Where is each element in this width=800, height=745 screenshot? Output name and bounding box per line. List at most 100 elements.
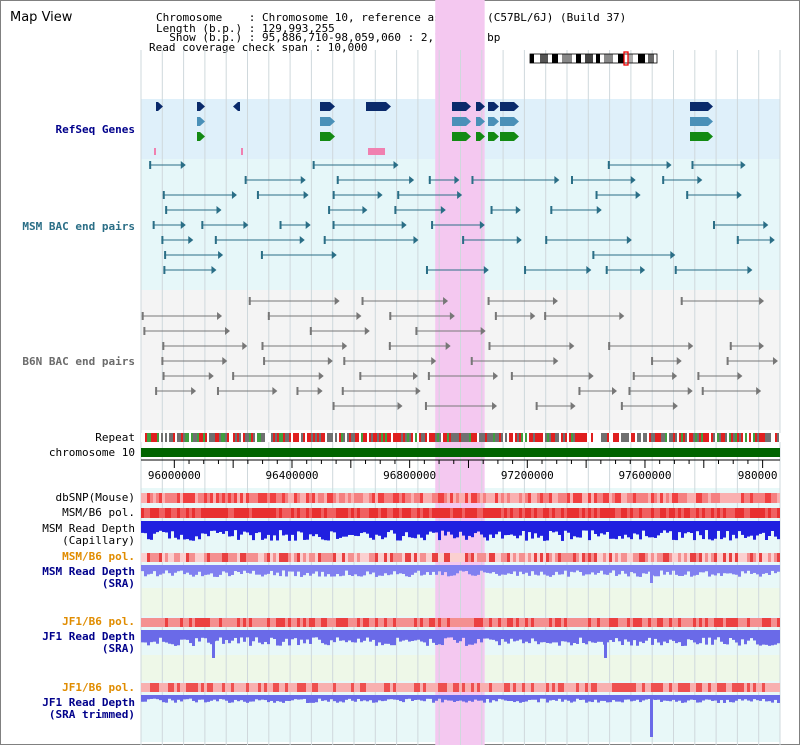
b6n-bac-pair-end-arrow[interactable] — [552, 297, 558, 305]
gene-body[interactable] — [452, 102, 466, 111]
b6n-bac-pair-end[interactable] — [632, 372, 635, 380]
gene-body[interactable] — [690, 132, 708, 141]
msm-bac-pair-end[interactable] — [674, 266, 677, 274]
msm-bac-pair-end-arrow[interactable] — [188, 236, 194, 244]
gene-feature[interactable] — [452, 117, 471, 126]
msm-bac-pair-end-arrow[interactable] — [640, 266, 646, 274]
gene-body[interactable] — [366, 102, 386, 111]
b6n-bac-pair-end[interactable] — [487, 297, 490, 305]
track-label-jf1-depth-trimmed[interactable]: JF1 Read Depth — [42, 696, 135, 709]
msm-bac-pair-end-arrow[interactable] — [736, 191, 742, 199]
msm-bac-pair-end[interactable] — [332, 221, 335, 229]
msm-bac-pair-end[interactable] — [201, 221, 204, 229]
msm-bac-pair-end-arrow[interactable] — [763, 221, 769, 229]
b6n-bac-pair-end-arrow[interactable] — [688, 342, 694, 350]
gene-body[interactable] — [320, 117, 330, 126]
b6n-bac-pair-end[interactable] — [697, 372, 700, 380]
b6n-bac-pair-end-arrow[interactable] — [431, 357, 437, 365]
b6n-bac-pair-end[interactable] — [544, 312, 547, 320]
b6n-bac-pair-end-arrow[interactable] — [672, 402, 678, 410]
gene-feature[interactable] — [488, 102, 499, 111]
b6n-bac-pair-end[interactable] — [388, 342, 391, 350]
msm-bac-pair-end-arrow[interactable] — [300, 176, 306, 184]
msm-bac-pair-end[interactable] — [462, 236, 465, 244]
msm-bac-pair-end-arrow[interactable] — [454, 176, 460, 184]
msm-bac-pair-end[interactable] — [256, 191, 259, 199]
msm-bac-pair-end[interactable] — [662, 176, 665, 184]
msm-bac-pair-end[interactable] — [164, 251, 167, 259]
b6n-bac-pair-end[interactable] — [680, 297, 683, 305]
b6n-bac-pair-end[interactable] — [161, 357, 164, 365]
b6n-bac-pair-end-arrow[interactable] — [413, 372, 419, 380]
b6n-bac-pair-end-arrow[interactable] — [480, 327, 486, 335]
msm-bac-pair-end-arrow[interactable] — [180, 161, 186, 169]
track-label-msm-bac[interactable]: MSM BAC end pairs — [22, 220, 135, 233]
msm-bac-pair-end[interactable] — [394, 206, 397, 214]
b6n-bac-pair-end-arrow[interactable] — [415, 387, 421, 395]
gene-feature[interactable] — [197, 132, 205, 141]
b6n-bac-pair-end-arrow[interactable] — [570, 402, 576, 410]
msm-bac-pair-end[interactable] — [686, 191, 689, 199]
track-label-msm-b6-pol[interactable]: MSM/B6 pol. — [62, 506, 135, 519]
msm-bac-pair-end-arrow[interactable] — [180, 221, 186, 229]
gene-body[interactable] — [452, 117, 466, 126]
b6n-bac-pair-end[interactable] — [162, 372, 165, 380]
gene-feature[interactable] — [197, 117, 205, 126]
msm-bac-pair-end[interactable] — [570, 176, 573, 184]
ideogram-position-marker[interactable] — [623, 51, 629, 66]
msm-bac-pair-end[interactable] — [149, 161, 152, 169]
b6n-bac-pair-end-arrow[interactable] — [327, 357, 333, 365]
b6n-bac-pair-end-arrow[interactable] — [208, 372, 214, 380]
track-label-refseq[interactable]: RefSeq Genes — [55, 123, 135, 136]
msm-bac-pair-end[interactable] — [592, 251, 595, 259]
gene-body[interactable] — [690, 102, 708, 111]
b6n-bac-pair-end[interactable] — [651, 357, 654, 365]
msm-bac-pair-end[interactable] — [312, 161, 315, 169]
msm-bac-pair-end-arrow[interactable] — [630, 176, 636, 184]
gene-feature[interactable] — [320, 102, 335, 111]
gene-body[interactable] — [197, 102, 200, 111]
msm-bac-pair-end[interactable] — [712, 221, 715, 229]
gene-body[interactable] — [452, 132, 466, 141]
gene-body[interactable] — [476, 132, 480, 141]
b6n-bac-pair-end-arrow[interactable] — [222, 357, 228, 365]
jf1-depth-trimmed-spike[interactable] — [650, 695, 653, 737]
b6n-bac-pair-end-arrow[interactable] — [569, 342, 575, 350]
gene-feature[interactable] — [488, 132, 499, 141]
b6n-bac-pair-end[interactable] — [427, 372, 430, 380]
b6n-bac-pair-end-arrow[interactable] — [672, 372, 678, 380]
msm-bac-pair-end-arrow[interactable] — [401, 221, 407, 229]
track-label-msm-depth-capillary[interactable]: MSM Read Depth — [42, 522, 135, 535]
gene-feature[interactable] — [488, 117, 499, 126]
msm-bac-pair-end-arrow[interactable] — [596, 206, 602, 214]
gene-body[interactable] — [197, 132, 200, 141]
msm-bac-pair-end-arrow[interactable] — [231, 191, 237, 199]
b6n-bac-pair-end[interactable] — [248, 297, 251, 305]
b6n-bac-pair-end[interactable] — [494, 312, 497, 320]
b6n-bac-pair-end[interactable] — [510, 372, 513, 380]
b6n-bac-pair-end[interactable] — [141, 312, 144, 320]
msm-bac-pair-end[interactable] — [279, 221, 282, 229]
msm-bac-pair-end[interactable] — [152, 221, 155, 229]
b6n-bac-pair-end[interactable] — [535, 402, 538, 410]
msm-bac-pair-end-arrow[interactable] — [305, 221, 311, 229]
b6n-bac-pair-end-arrow[interactable] — [318, 372, 324, 380]
gene-feature[interactable] — [452, 102, 471, 111]
msm-bac-pair-end[interactable] — [595, 191, 598, 199]
b6n-bac-pair-end[interactable] — [608, 342, 611, 350]
track-label-jf1-b6-pol-2[interactable]: JF1/B6 pol. — [62, 681, 135, 694]
b6n-bac-pair-end-arrow[interactable] — [737, 372, 743, 380]
b6n-bac-pair-end-arrow[interactable] — [756, 387, 762, 395]
gene-body[interactable] — [320, 132, 330, 141]
msm-bac-pair-end-arrow[interactable] — [299, 236, 305, 244]
track-label-jf1-depth-sra[interactable]: JF1 Read Depth — [42, 630, 135, 643]
b6n-bac-pair-end-arrow[interactable] — [759, 297, 765, 305]
b6n-bac-pair-end[interactable] — [343, 357, 346, 365]
b6n-bac-pair-end-arrow[interactable] — [397, 402, 403, 410]
b6n-bac-pair-end-arrow[interactable] — [553, 357, 559, 365]
gene-feature[interactable] — [500, 117, 519, 126]
b6n-bac-pair-end[interactable] — [309, 327, 312, 335]
gene-annotation-pink[interactable] — [241, 148, 243, 155]
b6n-bac-pair-end-arrow[interactable] — [364, 327, 370, 335]
b6n-bac-pair-end[interactable] — [162, 342, 165, 350]
